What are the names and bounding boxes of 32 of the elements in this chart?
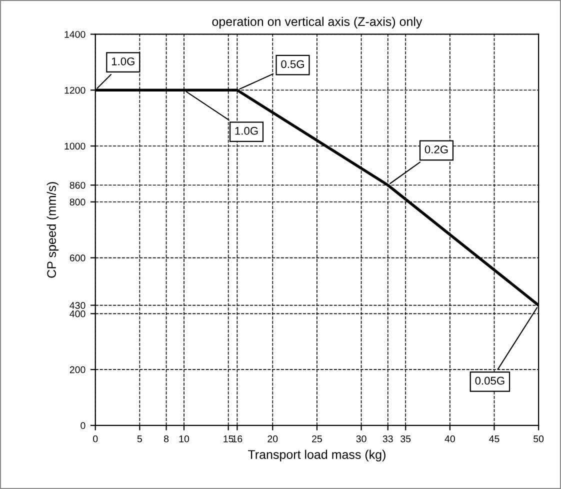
- y-tick-label: 1000: [64, 142, 86, 150]
- x-tick-label: 50: [534, 435, 544, 442]
- x-tick-label: 40: [444, 435, 455, 442]
- y-tick-label: 1200: [64, 86, 86, 94]
- y-tick-label: 400: [70, 310, 86, 318]
- y-tick-label: 600: [70, 254, 86, 262]
- y-tick-label: 430: [70, 302, 86, 309]
- annotation: 0.5G: [281, 60, 304, 68]
- x-axis-title: Transport load mass (kg): [248, 450, 386, 462]
- x-tick-label: 15: [224, 436, 234, 442]
- x-tick-label: 8: [164, 435, 169, 442]
- annotation: 1.0G: [112, 57, 134, 66]
- y-tick-label: 800: [70, 198, 86, 206]
- x-tick-label: 30: [356, 435, 366, 442]
- x-tick-label: 35: [400, 435, 411, 442]
- annotation: 0.05G: [475, 376, 504, 385]
- x-tick-label: 16: [232, 435, 242, 442]
- y-tick-label: 860: [70, 182, 86, 189]
- y-tick-label: 1400: [64, 30, 86, 38]
- x-tick-label: 5: [137, 436, 142, 442]
- annotation: 0.2G: [424, 146, 448, 154]
- y-tick-label: 200: [70, 366, 86, 374]
- x-tick-label: 33: [382, 435, 393, 442]
- x-tick-label: 25: [312, 435, 322, 442]
- x-tick-label: 20: [268, 435, 278, 442]
- y-axis-title: CP speed (mm/s): [46, 182, 58, 278]
- x-tick-label: 45: [489, 436, 500, 442]
- annotation: 1.0G: [235, 126, 258, 135]
- x-tick-label: 10: [179, 435, 190, 442]
- chart-title: operation on vertical axis (Z-axis) only: [212, 16, 422, 28]
- y-tick-label: 0: [80, 422, 86, 430]
- x-tick-label: 0: [93, 435, 98, 442]
